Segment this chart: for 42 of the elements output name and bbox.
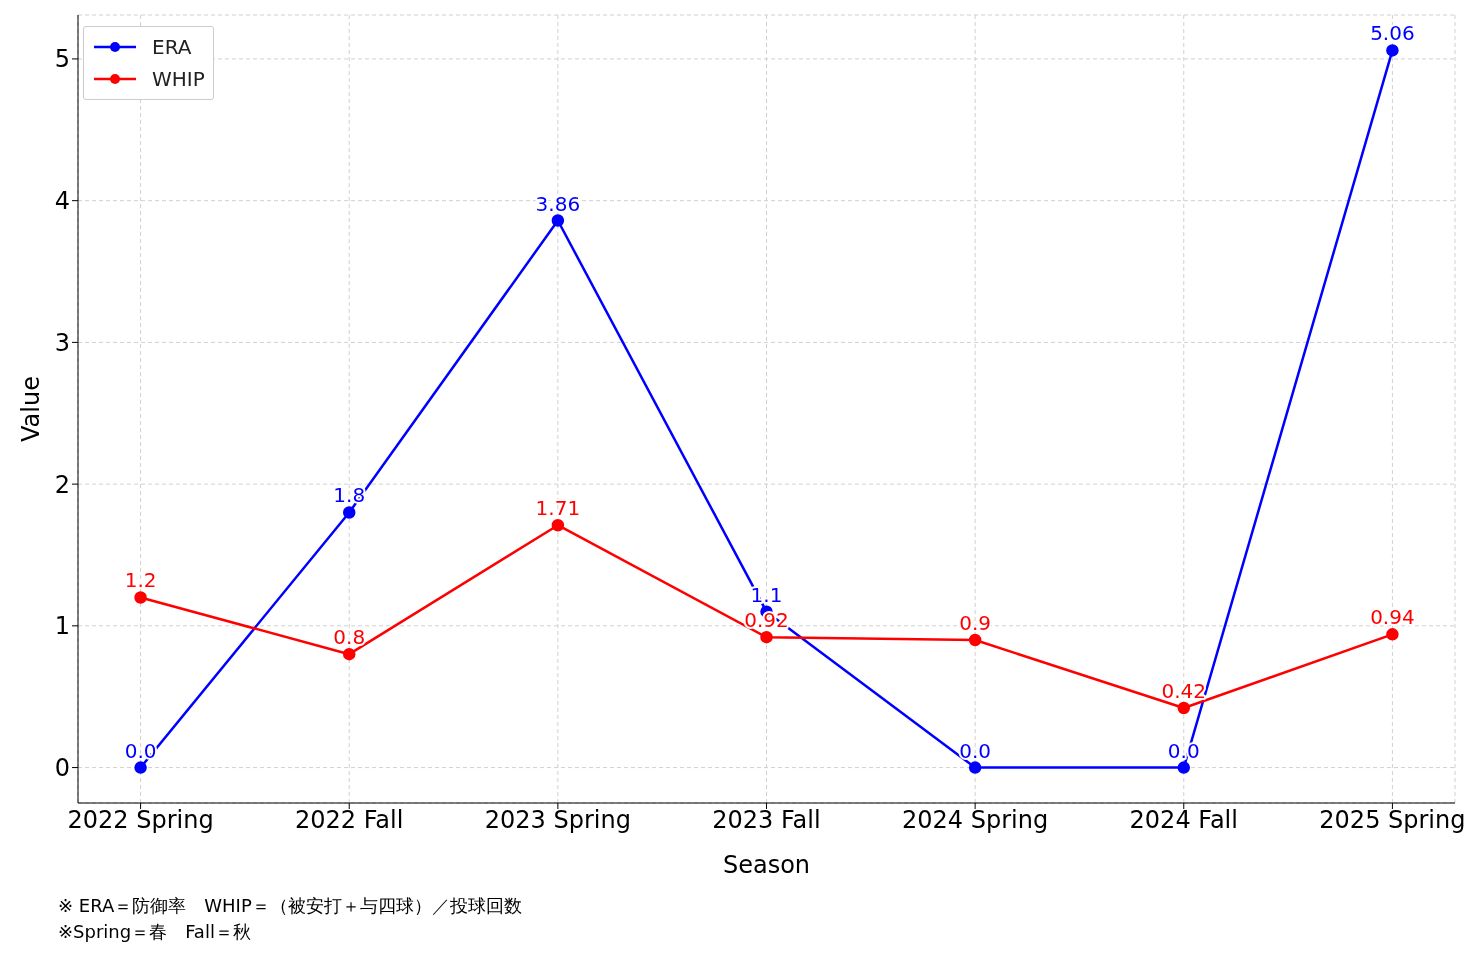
data-label: 3.86 <box>535 191 581 216</box>
y-tick-label: 3 <box>54 328 70 357</box>
point <box>342 506 356 519</box>
data-label: 0.8 <box>333 625 366 650</box>
y-tick-label: 0 <box>54 754 70 783</box>
point <box>551 518 565 532</box>
x-tick-label: 2023 Fall <box>712 806 821 835</box>
point <box>968 633 982 647</box>
point <box>342 647 356 661</box>
y-tick-label: 2 <box>54 470 70 499</box>
text: ※ ERA＝防御率 WHIP＝（被安打＋与四球）／投球回数 <box>58 894 523 918</box>
legend-label: ERA <box>152 35 192 59</box>
data-label: 1.2 <box>124 568 157 593</box>
x-axis-title: Season <box>722 851 811 879</box>
y-tick-label: 4 <box>54 187 70 216</box>
point <box>1386 628 1399 641</box>
data-label: 1.71 <box>535 496 581 521</box>
data-label: 0.42 <box>1161 679 1207 704</box>
data-label: 0.9 <box>959 611 992 636</box>
point <box>134 761 147 774</box>
x-tick-label: 2022 Spring <box>67 806 214 835</box>
point <box>760 630 773 644</box>
data-label: 5.06 <box>1370 21 1415 46</box>
legend-label: WHIP <box>152 67 205 91</box>
x-tick-label: 2022 Fall <box>295 806 404 835</box>
text: ※Spring＝春 Fall＝秋 <box>58 920 252 944</box>
data-label: 0.94 <box>1370 605 1415 630</box>
y-axis-title: Value <box>16 376 45 442</box>
y-tick-label: 1 <box>54 612 70 641</box>
y-tick-label: 5 <box>54 45 70 74</box>
data-label: 0.0 <box>959 738 992 763</box>
point <box>1177 761 1191 774</box>
point <box>134 591 147 604</box>
data-label: 0.0 <box>124 738 157 763</box>
x-tick-label: 2024 Spring <box>902 806 1049 835</box>
x-tick-label: 2023 Spring <box>484 806 631 835</box>
x-tick-label: 2024 Fall <box>1129 806 1238 835</box>
point <box>551 214 565 227</box>
x-tick-label: 2025 Spring <box>1319 806 1466 835</box>
point <box>1386 44 1399 57</box>
point <box>1177 701 1191 715</box>
point <box>968 761 982 774</box>
